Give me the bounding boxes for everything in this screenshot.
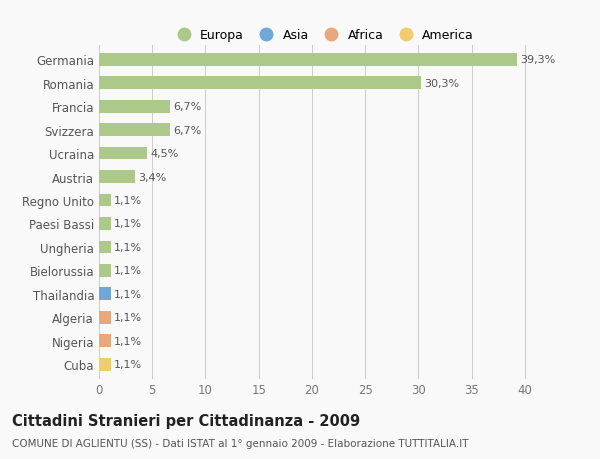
Text: 1,1%: 1,1% <box>114 313 142 323</box>
Bar <box>99 358 111 371</box>
Text: 3,4%: 3,4% <box>139 172 167 182</box>
Text: Cittadini Stranieri per Cittadinanza - 2009: Cittadini Stranieri per Cittadinanza - 2… <box>12 413 360 428</box>
Legend: Europa, Asia, Africa, America: Europa, Asia, Africa, America <box>166 24 479 47</box>
Bar <box>99 147 147 160</box>
Bar <box>99 171 135 184</box>
Text: 4,5%: 4,5% <box>150 149 178 159</box>
Bar <box>99 77 421 90</box>
Text: 1,1%: 1,1% <box>114 359 142 369</box>
Text: 30,3%: 30,3% <box>425 78 460 89</box>
Bar <box>99 101 170 113</box>
Text: 6,7%: 6,7% <box>173 102 202 112</box>
Bar <box>99 311 111 324</box>
Bar <box>99 335 111 347</box>
Bar <box>99 241 111 254</box>
Bar <box>99 194 111 207</box>
Bar <box>99 54 517 67</box>
Text: 6,7%: 6,7% <box>173 125 202 135</box>
Text: 1,1%: 1,1% <box>114 336 142 346</box>
Bar <box>99 288 111 301</box>
Text: 1,1%: 1,1% <box>114 242 142 252</box>
Text: 1,1%: 1,1% <box>114 196 142 206</box>
Text: 1,1%: 1,1% <box>114 266 142 276</box>
Text: 39,3%: 39,3% <box>520 55 556 65</box>
Text: COMUNE DI AGLIENTU (SS) - Dati ISTAT al 1° gennaio 2009 - Elaborazione TUTTITALI: COMUNE DI AGLIENTU (SS) - Dati ISTAT al … <box>12 438 469 448</box>
Bar <box>99 264 111 277</box>
Bar <box>99 124 170 137</box>
Text: 1,1%: 1,1% <box>114 289 142 299</box>
Text: 1,1%: 1,1% <box>114 219 142 229</box>
Bar <box>99 218 111 230</box>
